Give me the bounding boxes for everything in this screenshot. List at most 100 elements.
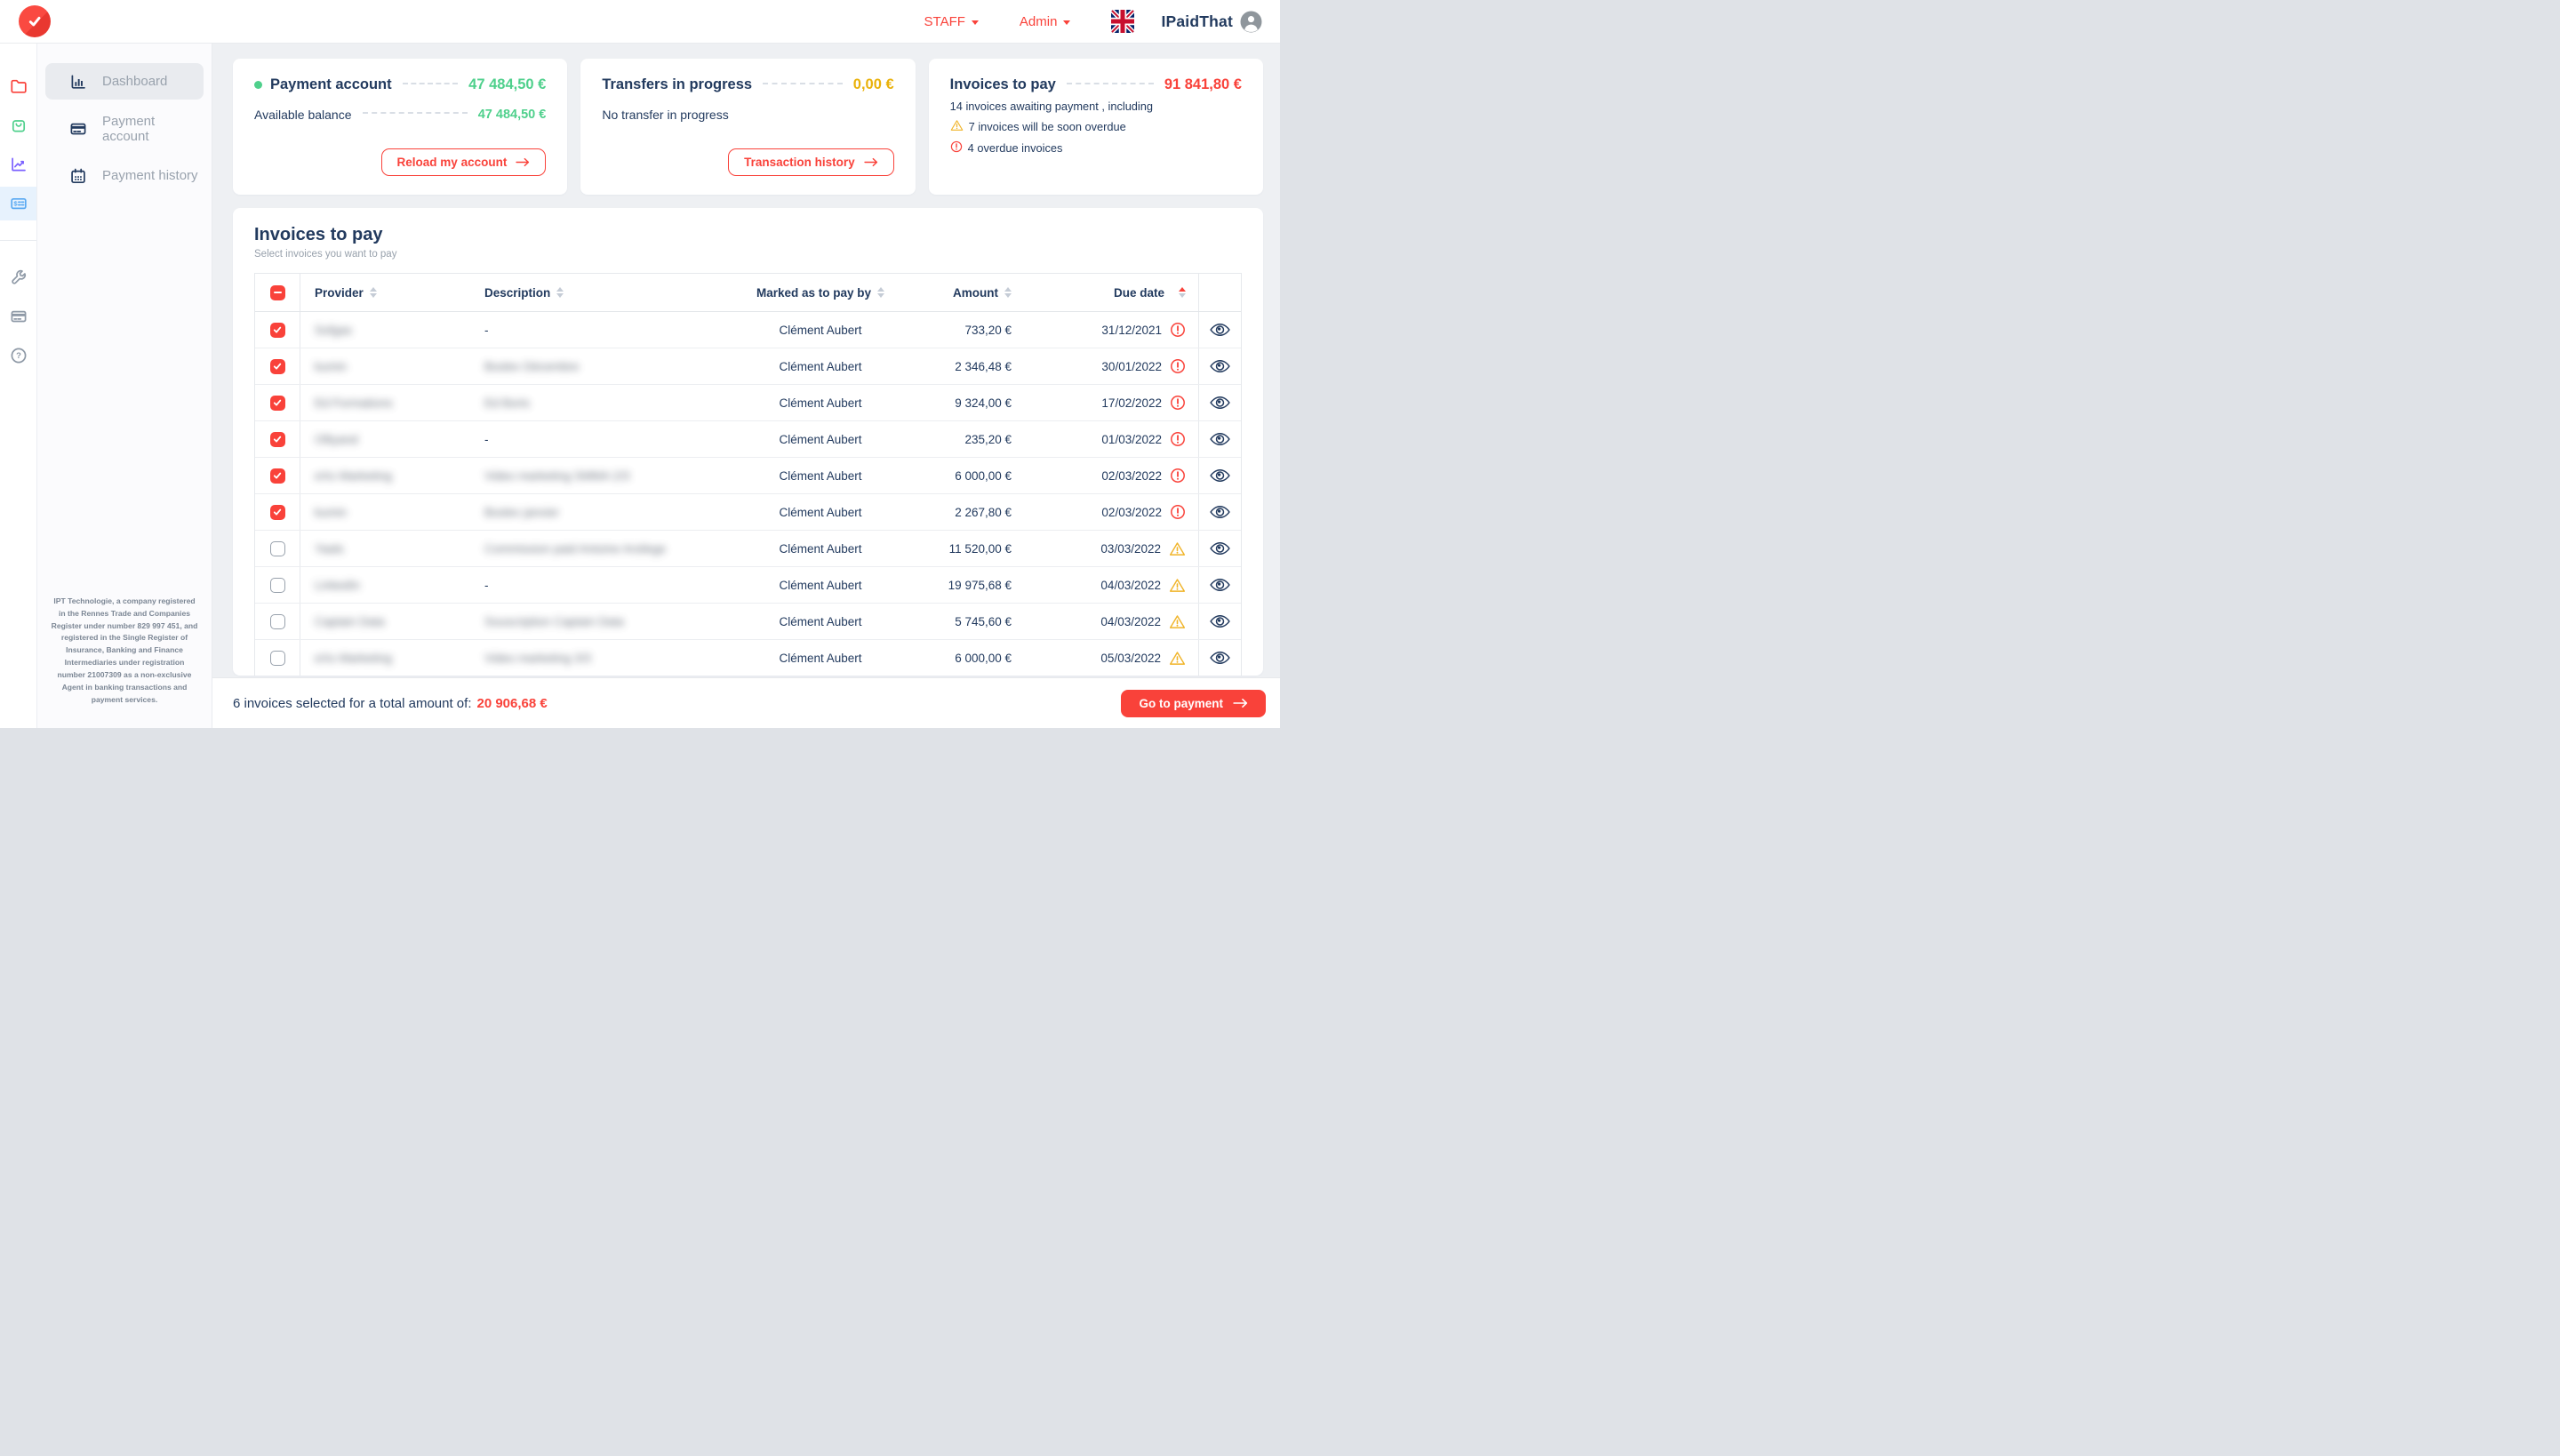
chevron-down-icon	[971, 20, 979, 25]
row-checkbox-checked[interactable]	[269, 358, 285, 374]
amount-cell: 2 346,48 €	[955, 359, 1012, 373]
select-all-checkbox[interactable]	[269, 284, 285, 300]
eye-icon	[1210, 541, 1230, 556]
rail-item-credit-card-icon[interactable]	[0, 300, 36, 333]
eye-icon	[1210, 396, 1230, 410]
language-flag-uk[interactable]	[1111, 10, 1135, 33]
admin-dropdown[interactable]: Admin	[1020, 14, 1071, 29]
table-row: Captain Data Souscription Captain Data Clé…	[255, 604, 1241, 640]
staff-dropdown-label: STAFF	[924, 13, 965, 29]
legal-disclaimer: IPT Technologie, a company registered in…	[51, 596, 198, 705]
description-cell: -	[484, 578, 489, 592]
check-icon	[28, 16, 41, 27]
sidebar-item-label: Payment account	[102, 113, 156, 144]
description-cell-redacted: Boslev Décembre	[484, 359, 580, 373]
table-row: kumin Boslev janvier Clément Aubert 2 267,8…	[255, 494, 1241, 531]
provider-cell-redacted: eXo Marketing	[315, 651, 393, 665]
payment-account-amount: 47 484,50 €	[468, 76, 547, 92]
view-invoice-button[interactable]	[1210, 541, 1230, 556]
column-header-provider[interactable]: Provider	[300, 286, 469, 300]
dotted-leader	[402, 82, 459, 84]
arrow-right-icon	[864, 157, 877, 167]
description-cell: -	[484, 432, 489, 446]
column-header-due-date[interactable]: Due date	[1029, 286, 1198, 300]
eye-icon	[1210, 651, 1230, 665]
arrow-right-icon	[1233, 699, 1248, 708]
column-header-description[interactable]: Description	[469, 286, 727, 300]
go-to-payment-button[interactable]: Go to payment	[1121, 689, 1266, 717]
dotted-leader	[1066, 82, 1154, 84]
available-balance-label: Available balance	[254, 108, 352, 122]
overdue-alert-icon	[1170, 395, 1186, 411]
amount-cell: 19 975,68 €	[948, 578, 1012, 592]
view-invoice-button[interactable]	[1210, 651, 1230, 665]
invoices-table-title: Invoices to pay	[254, 225, 383, 244]
view-invoice-button[interactable]	[1210, 359, 1230, 373]
description-cell-redacted: Commission paid Antoine Arsilege	[484, 541, 667, 556]
eye-icon	[1210, 323, 1230, 337]
amount-cell: 11 520,00 €	[948, 541, 1012, 556]
rail-item-line-chart-icon[interactable]	[0, 148, 36, 181]
rail-item-folder-icon[interactable]	[0, 69, 36, 103]
view-invoice-button[interactable]	[1210, 323, 1230, 337]
eye-icon	[1210, 614, 1230, 628]
view-invoice-button[interactable]	[1210, 432, 1230, 446]
row-checkbox-checked[interactable]	[269, 468, 285, 484]
invoices-panel: Invoices to pay Select invoices you want…	[233, 208, 1263, 676]
row-checkbox-checked[interactable]	[269, 322, 285, 338]
due-date-cell: 03/03/2022	[1100, 541, 1161, 556]
ipaidthat-logo[interactable]	[19, 5, 51, 37]
overdue-alert-icon	[1170, 358, 1186, 374]
brand-name: IPaidThat	[1161, 12, 1233, 30]
user-avatar[interactable]	[1240, 11, 1262, 33]
view-invoice-button[interactable]	[1210, 468, 1230, 483]
dotted-leader	[362, 112, 468, 114]
description-cell: -	[484, 323, 489, 337]
description-cell-redacted: Video marketing 3/3	[484, 651, 591, 665]
go-to-payment-label: Go to payment	[1139, 696, 1223, 710]
due-date-cell: 04/03/2022	[1100, 614, 1161, 628]
eye-icon	[1210, 505, 1230, 519]
view-invoice-button[interactable]	[1210, 505, 1230, 519]
due-date-cell: 30/01/2022	[1101, 359, 1162, 373]
column-header-marked-by[interactable]: Marked as to pay by	[727, 286, 914, 300]
reload-account-button[interactable]: Reload my account	[380, 148, 547, 176]
sidebar-item-payment-account[interactable]: Payment account	[45, 110, 204, 147]
provider-cell-redacted: LinkedIn	[315, 578, 361, 592]
row-checkbox-checked[interactable]	[269, 431, 285, 447]
wrench-icon	[10, 268, 28, 286]
row-checkbox-unchecked[interactable]	[269, 540, 285, 556]
row-checkbox-unchecked[interactable]	[269, 613, 285, 629]
view-invoice-button[interactable]	[1210, 396, 1230, 410]
row-checkbox-checked[interactable]	[269, 504, 285, 520]
overdue-alert-icon	[1170, 468, 1186, 484]
row-checkbox-unchecked[interactable]	[269, 650, 285, 666]
rail-item-wrench-icon[interactable]	[0, 260, 36, 294]
staff-dropdown[interactable]: STAFF	[924, 14, 979, 29]
row-checkbox-unchecked[interactable]	[269, 577, 285, 593]
column-header-amount[interactable]: Amount	[914, 286, 1029, 300]
rail-item-help-icon[interactable]: ?	[0, 339, 36, 372]
transfers-note: No transfer in progress	[602, 108, 729, 122]
row-checkbox-checked[interactable]	[269, 395, 285, 411]
view-invoice-button[interactable]	[1210, 614, 1230, 628]
table-row: Sofgas - Clément Aubert 733,20 € 31/12/2021	[255, 312, 1241, 348]
invoices-table-subtitle: Select invoices you want to pay	[254, 249, 397, 260]
payment-account-card: Payment account 47 484,50 € Available ba…	[233, 59, 568, 195]
rail-item-payments-icon[interactable]: $	[0, 187, 36, 220]
sidebar-item-payment-history[interactable]: Payment history	[45, 157, 204, 194]
eye-icon	[1210, 468, 1230, 483]
rail-item-shopping-bag-icon[interactable]	[0, 108, 36, 142]
provider-cell-redacted: kumin	[315, 505, 348, 519]
status-dot-green	[254, 81, 262, 89]
warning-triangle-icon	[950, 119, 964, 134]
selection-footer: 6 invoices selected for a total amount o…	[212, 677, 1280, 728]
shopping-bag-icon	[10, 116, 28, 134]
view-invoice-button[interactable]	[1210, 578, 1230, 592]
marked-by-cell: Clément Aubert	[779, 614, 862, 628]
transaction-history-button[interactable]: Transaction history	[728, 148, 894, 176]
sidebar-item-dashboard[interactable]: Dashboard	[45, 63, 204, 100]
top-bar: STAFF Admin IPaid	[0, 0, 1280, 44]
overdue-alert-icon	[1170, 504, 1186, 520]
user-icon	[1240, 11, 1262, 32]
